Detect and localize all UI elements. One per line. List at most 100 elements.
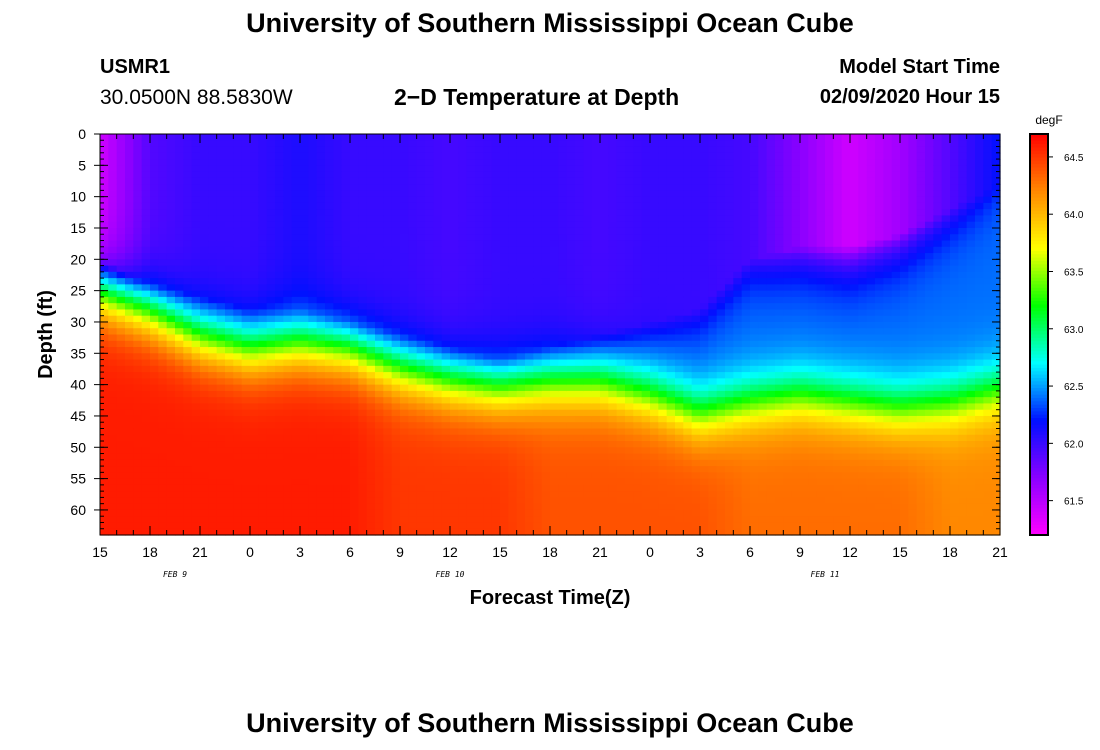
heatmap-cell [550, 253, 559, 260]
heatmap-cell [150, 165, 159, 173]
heatmap-cell [391, 265, 401, 273]
heatmap-cell [675, 491, 684, 499]
heatmap-cell [683, 315, 693, 323]
heatmap-cell [416, 447, 426, 455]
heatmap-cell [425, 265, 434, 273]
heatmap-cell [508, 434, 518, 442]
heatmap-cell [425, 428, 434, 436]
heatmap-cell [683, 234, 693, 242]
heatmap-cell [250, 447, 259, 455]
heatmap-cell [508, 422, 518, 430]
heatmap-cell [500, 359, 509, 367]
heatmap-cell [125, 466, 134, 473]
heatmap-cell [125, 146, 134, 154]
heatmap-cell [716, 509, 726, 517]
heatmap-cell [141, 372, 151, 379]
heatmap-cell [241, 472, 251, 480]
heatmap-cell [400, 177, 409, 185]
heatmap-cell [516, 152, 526, 160]
heatmap-cell [641, 340, 651, 348]
heatmap-cell [241, 165, 251, 173]
heatmap-cell [341, 347, 351, 354]
heatmap-cell [125, 403, 134, 411]
heatmap-cell [316, 328, 326, 336]
heatmap-cell [175, 303, 184, 311]
heatmap-cell [158, 278, 168, 285]
heatmap-cell [616, 509, 626, 517]
heatmap-cell [658, 202, 668, 210]
heatmap-cell [400, 459, 409, 467]
heatmap-cell [475, 177, 484, 185]
heatmap-cell [225, 309, 234, 317]
heatmap-cell [650, 472, 659, 480]
heatmap-cell [433, 303, 443, 311]
heatmap-cell [366, 278, 376, 285]
heatmap-cell [708, 390, 718, 398]
heatmap-cell [300, 415, 309, 423]
heatmap-cell [733, 328, 743, 336]
heatmap-cell [400, 497, 409, 505]
heatmap-cell [375, 447, 384, 455]
heatmap-cell [133, 246, 143, 254]
heatmap-cell [100, 190, 109, 198]
heatmap-cell [316, 309, 326, 317]
heatmap-cell [208, 403, 218, 411]
heatmap-cell [591, 503, 601, 511]
heatmap-cell [633, 296, 643, 304]
heatmap-cell [133, 347, 143, 354]
heatmap-cell [325, 478, 334, 486]
heatmap-cell [125, 309, 134, 317]
heatmap-cell [466, 296, 476, 304]
heatmap-cell [200, 516, 209, 524]
heatmap-cell [383, 209, 393, 217]
heatmap-cell [391, 246, 401, 254]
heatmap-cell [283, 359, 293, 367]
heatmap-cell [700, 365, 709, 373]
heatmap-cell [316, 403, 326, 411]
heatmap-cell [183, 372, 193, 379]
heatmap-cell [208, 422, 218, 430]
heatmap-cell [600, 315, 609, 323]
heatmap-cell [175, 321, 184, 329]
heatmap-cell [250, 315, 259, 323]
heatmap-cell [583, 234, 593, 242]
heatmap-cell [558, 328, 568, 336]
heatmap-cell [425, 491, 434, 499]
heatmap-cell [183, 334, 193, 342]
heatmap-cell [633, 159, 643, 166]
heatmap-cell [183, 403, 193, 411]
heatmap-cell [166, 516, 176, 524]
heatmap-cell [208, 190, 218, 198]
heatmap-cell [333, 509, 343, 517]
heatmap-cell [550, 509, 559, 517]
heatmap-cell [416, 472, 426, 480]
heatmap-cell [650, 271, 659, 279]
heatmap-cell [108, 334, 118, 342]
heatmap-cell [558, 303, 568, 311]
heatmap-cell [408, 509, 418, 517]
heatmap-cell [708, 134, 718, 141]
heatmap-cell [483, 140, 493, 148]
heatmap-cell [466, 409, 476, 417]
heatmap-cell [733, 353, 743, 361]
heatmap-cell [208, 347, 218, 354]
heatmap-cell [125, 259, 134, 267]
heatmap-cell [233, 441, 243, 448]
heatmap-cell [133, 497, 143, 505]
heatmap-cell [633, 390, 643, 398]
heatmap-cell [258, 491, 268, 499]
heatmap-cell [616, 491, 626, 499]
heatmap-cell [258, 353, 268, 361]
heatmap-cell [583, 271, 593, 279]
heatmap-cell [258, 459, 268, 467]
heatmap-cell [383, 309, 393, 317]
heatmap-cell [475, 528, 484, 536]
heatmap-cell [358, 390, 368, 398]
heatmap-cell [100, 516, 109, 524]
heatmap-cell [175, 378, 184, 386]
heatmap-cell [641, 278, 651, 285]
heatmap-cell [416, 409, 426, 417]
heatmap-cell [425, 165, 434, 173]
heatmap-cell [141, 365, 151, 373]
heatmap-cell [458, 240, 468, 248]
